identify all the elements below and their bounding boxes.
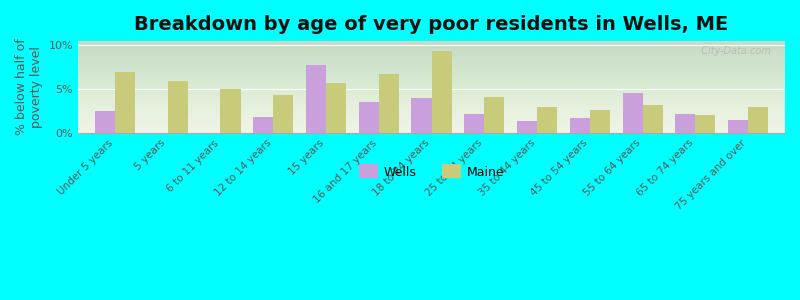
Text: City-Data.com: City-Data.com — [695, 46, 771, 56]
Bar — [326, 83, 346, 133]
Y-axis label: % below half of
poverty level: % below half of poverty level — [15, 39, 43, 135]
Bar — [537, 107, 557, 133]
Bar — [221, 89, 241, 133]
Bar — [695, 115, 715, 133]
Bar — [431, 51, 451, 133]
Bar — [675, 114, 695, 133]
Bar — [622, 93, 642, 133]
Bar — [728, 120, 748, 133]
Bar — [115, 72, 135, 133]
Bar — [484, 97, 504, 133]
Bar — [306, 65, 326, 133]
Bar — [464, 114, 484, 133]
Bar — [378, 74, 399, 133]
Bar — [274, 95, 294, 133]
Legend: Wells, Maine: Wells, Maine — [354, 160, 510, 184]
Bar — [411, 98, 431, 133]
Bar — [570, 118, 590, 133]
Bar — [748, 107, 768, 133]
Bar — [642, 105, 662, 133]
Bar — [358, 102, 378, 133]
Bar — [590, 110, 610, 133]
Bar — [517, 121, 537, 133]
Bar — [168, 80, 188, 133]
Bar — [95, 111, 115, 133]
Title: Breakdown by age of very poor residents in Wells, ME: Breakdown by age of very poor residents … — [134, 15, 729, 34]
Bar — [253, 117, 274, 133]
